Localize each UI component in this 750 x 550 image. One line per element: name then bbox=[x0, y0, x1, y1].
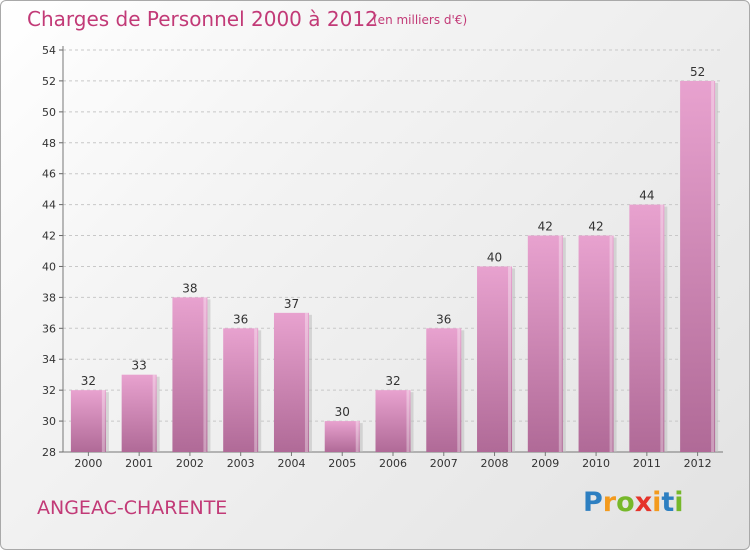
x-tick-label: 2007 bbox=[430, 457, 458, 470]
value-label: 32 bbox=[385, 374, 400, 388]
bar-2011 bbox=[629, 204, 665, 452]
y-tick-label: 46 bbox=[42, 168, 56, 181]
bar-highlight bbox=[609, 235, 613, 452]
x-tick-label: 2004 bbox=[277, 457, 305, 470]
x-tick-label: 2000 bbox=[74, 457, 102, 470]
bar-highlight bbox=[660, 204, 664, 452]
bar-highlight bbox=[254, 328, 258, 452]
y-tick-label: 34 bbox=[42, 353, 56, 366]
bars bbox=[70, 80, 719, 452]
bar-highlight bbox=[152, 374, 156, 452]
logo-letter: P bbox=[583, 487, 603, 518]
y-tick-label: 30 bbox=[42, 415, 56, 428]
bar-highlight bbox=[406, 390, 410, 452]
bar-2009 bbox=[527, 235, 563, 452]
y-tick-label: 50 bbox=[42, 106, 56, 119]
value-label: 36 bbox=[436, 312, 451, 326]
x-tick-label: 2008 bbox=[481, 457, 509, 470]
bar-highlight bbox=[101, 390, 105, 452]
y-tick-label: 36 bbox=[42, 322, 56, 335]
bar-2008 bbox=[477, 266, 513, 452]
y-tick-label: 52 bbox=[42, 75, 56, 88]
bar-2000 bbox=[70, 390, 106, 452]
y-tick-label: 48 bbox=[42, 137, 56, 150]
value-label: 40 bbox=[487, 250, 502, 264]
bar-2006 bbox=[375, 390, 411, 452]
y-tick-label: 28 bbox=[42, 446, 56, 459]
chart-subtitle: (en milliers d'€) bbox=[373, 13, 468, 27]
place-name: ANGEAC-CHARENTE bbox=[37, 497, 228, 519]
logo-letter: r bbox=[602, 487, 617, 518]
bar-2010 bbox=[578, 235, 614, 452]
x-tick-label: 2006 bbox=[379, 457, 407, 470]
x-tick-label: 2002 bbox=[176, 457, 204, 470]
x-tick-label: 2011 bbox=[633, 457, 661, 470]
logo-letter: i bbox=[674, 487, 684, 518]
x-tick-label: 2010 bbox=[582, 457, 610, 470]
logo-letter: t bbox=[661, 487, 675, 518]
logo-letter: o bbox=[616, 487, 635, 518]
axes: 28 30 32 34 36 38 40 42 44 46 48 50 52 54 bbox=[42, 44, 723, 459]
bar-2001 bbox=[121, 374, 157, 452]
value-label: 42 bbox=[588, 220, 603, 234]
bar-highlight bbox=[203, 297, 207, 452]
logo-letter: i bbox=[652, 487, 662, 518]
bar-highlight bbox=[508, 266, 512, 452]
bar-highlight bbox=[304, 312, 308, 452]
y-tick-label: 44 bbox=[42, 199, 56, 212]
value-label: 32 bbox=[81, 374, 96, 388]
y-tick-label: 54 bbox=[42, 44, 56, 57]
x-tick-label: 2009 bbox=[531, 457, 559, 470]
bar-2004 bbox=[273, 312, 309, 452]
bar-2003 bbox=[223, 328, 259, 452]
bar-2012 bbox=[680, 80, 716, 452]
x-tick-label: 2005 bbox=[328, 457, 356, 470]
data-labels: 32 2000 33 2001 38 2002 36 2003 37 2004 30 2005 32 20… bbox=[74, 65, 711, 470]
x-tick-label: 2003 bbox=[227, 457, 255, 470]
bar-highlight bbox=[355, 421, 359, 452]
bar-highlight bbox=[558, 235, 562, 452]
value-label: 37 bbox=[284, 297, 299, 311]
value-label: 38 bbox=[182, 281, 197, 295]
bar-2007 bbox=[426, 328, 462, 452]
bar-highlight bbox=[711, 80, 715, 452]
value-label: 36 bbox=[233, 312, 248, 326]
bar-2002 bbox=[172, 297, 208, 452]
x-tick-label: 2001 bbox=[125, 457, 153, 470]
y-tick-label: 42 bbox=[42, 230, 56, 243]
value-label: 42 bbox=[538, 220, 553, 234]
value-label: 44 bbox=[639, 189, 654, 203]
y-tick-label: 32 bbox=[42, 384, 56, 397]
x-tick-label: 2012 bbox=[684, 457, 712, 470]
logo-letter: x bbox=[634, 487, 653, 518]
y-tick-label: 38 bbox=[42, 291, 56, 304]
bar-highlight bbox=[457, 328, 461, 452]
y-tick-label: 40 bbox=[42, 260, 56, 273]
chart-title: Charges de Personnel 2000 à 2012 bbox=[27, 7, 378, 31]
value-label: 33 bbox=[132, 359, 147, 373]
value-label: 52 bbox=[690, 65, 705, 79]
value-label: 30 bbox=[335, 405, 350, 419]
bar-2005 bbox=[324, 421, 360, 452]
proxiti-logo: Proxiti bbox=[583, 487, 684, 518]
